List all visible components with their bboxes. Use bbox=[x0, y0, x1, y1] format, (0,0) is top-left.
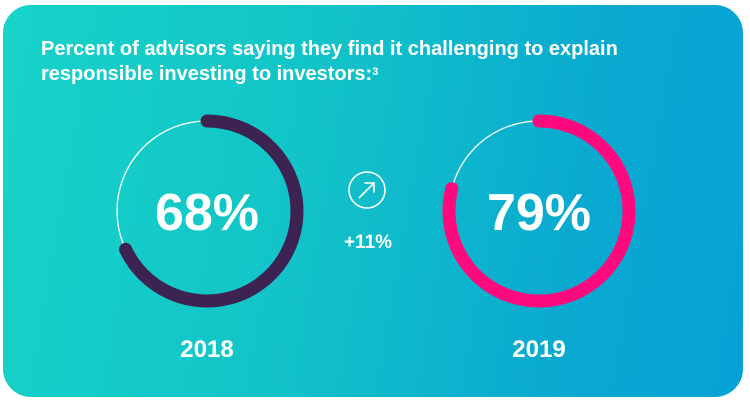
infographic-card: Percent of advisors saying they find it … bbox=[3, 5, 743, 397]
donut-2018: 68% 2018 bbox=[116, 114, 304, 363]
chart-title: Percent of advisors saying they find it … bbox=[41, 37, 661, 87]
title-footnote: 3 bbox=[372, 66, 379, 78]
year-label-2018: 2018 bbox=[180, 336, 233, 363]
arrow-up-right-icon bbox=[348, 171, 386, 209]
year-label-2019: 2019 bbox=[512, 336, 565, 363]
donut-arc-2018 bbox=[119, 114, 304, 308]
donut-value-2019: 79% bbox=[487, 184, 591, 242]
donut-chart: 68% 2018 79% 2019 bbox=[116, 114, 636, 363]
change-label: +11% bbox=[343, 232, 393, 253]
chart-title-text: Percent of advisors saying they find it … bbox=[41, 38, 618, 85]
donut-arc-2019 bbox=[442, 114, 636, 308]
donut-2019: 79% 2019 bbox=[442, 114, 636, 363]
donut-value-2018: 68% bbox=[155, 184, 259, 242]
